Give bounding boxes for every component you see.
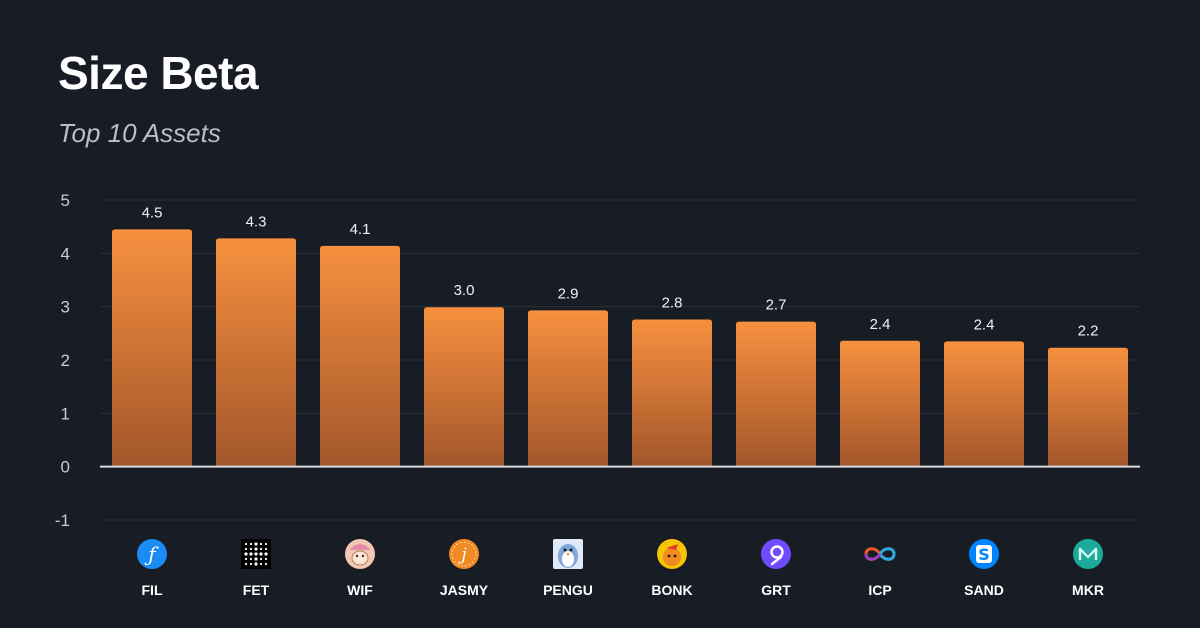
chart-title: Size Beta [58,47,259,99]
x-tick-label-fet: FET [243,582,270,598]
x-tick-label-bonk: BONK [651,582,692,598]
x-tick-label-icp: ICP [868,582,891,598]
bar-fet [216,238,296,467]
value-label-grt: 2.7 [766,297,787,314]
y-tick-label: 2 [61,351,70,370]
x-tick-label-wif: WIF [347,582,373,598]
value-label-wif: 4.1 [350,221,371,238]
y-tick-label: 3 [61,298,70,317]
value-label-fet: 4.3 [246,213,267,230]
dogwifhat-icon [345,539,375,569]
x-tick-label-grt: GRT [761,582,791,598]
bar-icp [840,340,920,467]
bar-mkr [1048,347,1128,467]
value-label-fil: 4.5 [142,204,163,221]
the-graph-icon [761,539,791,569]
bar-bonk [632,319,712,467]
x-tick-label-fil: FIL [142,582,163,598]
bonk-icon [657,539,687,569]
value-label-mkr: 2.2 [1078,323,1099,340]
x-tick-label-sand: SAND [964,582,1004,598]
sandbox-icon: S [969,539,999,569]
x-tick-label-pengu: PENGU [543,582,593,598]
bar-wif [320,245,400,467]
chart-subtitle: Top 10 Assets [58,118,221,148]
y-tick-label: 1 [61,404,70,423]
y-tick-label: 0 [61,458,70,477]
filecoin-icon: ƒ [137,539,167,569]
value-label-jasmy: 3.0 [454,282,475,299]
y-tick-label: -1 [55,511,70,530]
fetch-ai-icon [241,539,271,569]
pudgy-penguins-icon [553,539,583,569]
jasmy-icon: j [449,539,479,569]
bar-grt [736,321,816,467]
labels: 5 4 3 2 1 0 -1 4.5 FIL 4.3 FET 4.1 WIF 3.0 JASMY 2.9 PEN… [55,191,1104,598]
svg-text:S: S [978,545,990,564]
y-tick-label: 5 [61,191,70,210]
bar-pengu [528,310,608,467]
value-label-icp: 2.4 [870,316,891,333]
x-tick-label-mkr: MKR [1072,582,1104,598]
bars [112,229,1128,467]
x-tick-label-jasmy: JASMY [440,582,489,598]
bar-sand [944,341,1024,467]
y-tick-label: 4 [61,244,70,263]
value-label-bonk: 2.8 [662,294,683,311]
value-label-sand: 2.4 [974,316,995,333]
bar-jasmy [424,307,504,467]
value-label-pengu: 2.9 [558,285,579,302]
internet-computer-icon [864,547,896,561]
svg-text:ƒ: ƒ [144,542,159,566]
maker-icon [1073,539,1103,569]
bar-fil [112,229,192,467]
svg-text:j: j [457,545,467,565]
